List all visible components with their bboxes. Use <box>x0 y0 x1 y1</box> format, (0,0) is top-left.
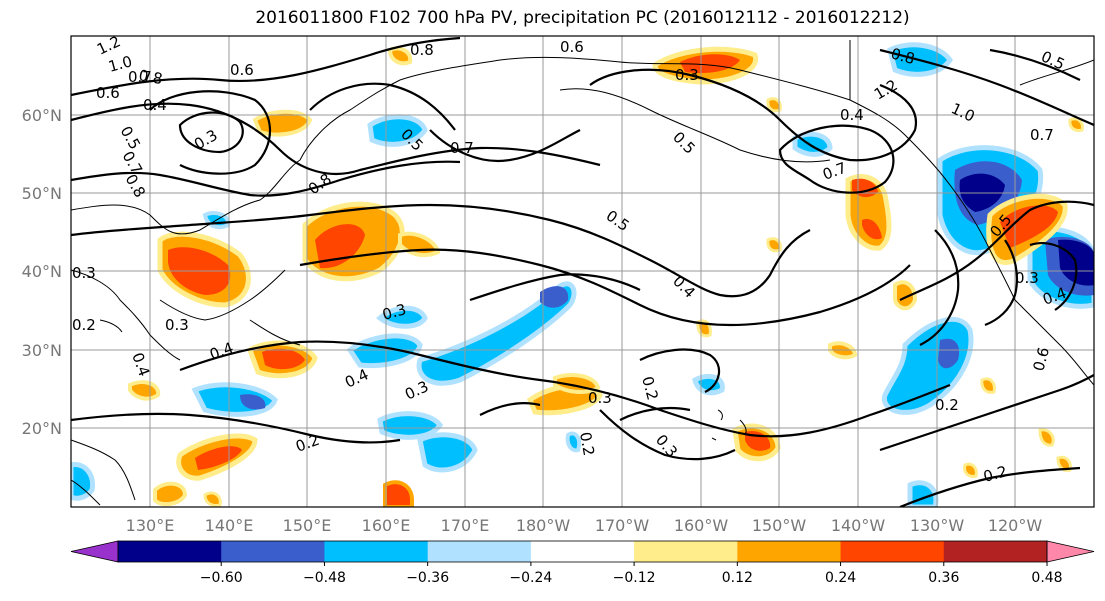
colorbar-extend-min <box>70 540 119 563</box>
contour-label: 0.3 <box>588 389 612 407</box>
colorbar-outline <box>117 540 1048 563</box>
contour-label: 0.3 <box>1015 269 1039 287</box>
lon-label-150w: 150°W <box>752 516 807 535</box>
colorbar-tick-label: 0.36 <box>928 570 959 586</box>
lon-label-130w: 130°W <box>910 516 965 535</box>
colorbar-segment <box>221 541 325 562</box>
contour-label: 0.8 <box>410 41 434 59</box>
lon-label-130e: 130°E <box>126 516 175 535</box>
colorbar-segment <box>427 541 532 562</box>
lon-label-150e: 150°E <box>283 516 332 535</box>
lon-label-160w: 160°W <box>674 516 729 535</box>
contour-label: 0.3 <box>675 66 699 84</box>
colorbar-segment <box>634 541 738 562</box>
colorbar-tick-label: −0.24 <box>509 570 552 586</box>
colorbar-extend-max <box>1046 540 1095 563</box>
contour-label: 0.6 <box>1029 345 1053 373</box>
contour-label: 0.3 <box>72 264 96 282</box>
longitude-labels: 130°E 140°E 150°E 160°E 170°E 180°W 170°… <box>126 516 1043 535</box>
graticule <box>71 36 1094 507</box>
contour-label: 0.2 <box>72 316 96 334</box>
lat-label-50n: 50°N <box>22 184 62 203</box>
contour-label: 0.6 <box>96 84 120 102</box>
contour-label: 0.7 <box>128 68 152 86</box>
contour-label: 0.2 <box>576 431 598 458</box>
colorbar-segment <box>324 541 429 562</box>
contour-label: 0.2 <box>935 396 959 414</box>
contour-label: 0.3 <box>165 316 189 334</box>
map-frame <box>70 35 1095 508</box>
contour-label: 0.7 <box>1030 126 1054 144</box>
colorbar-tick-label: −0.48 <box>303 570 346 586</box>
colorbar-segment <box>530 541 635 562</box>
contour-label: 1.0 <box>106 52 134 76</box>
lon-label-170e: 170°E <box>441 516 490 535</box>
map-title: 2016011800 F102 700 hPa PV, precipitatio… <box>255 8 910 28</box>
contour-label: 0.2 <box>981 462 1009 486</box>
contour-label: 0.3 <box>380 300 408 324</box>
lat-label-30n: 30°N <box>22 341 62 360</box>
contour-label: 0.2 <box>638 374 662 402</box>
lat-label-20n: 20°N <box>22 419 62 438</box>
lon-label-170w: 170°W <box>595 516 650 535</box>
lon-label-140w: 140°W <box>831 516 886 535</box>
colorbar-tick-label: −0.36 <box>406 570 449 586</box>
pv-contours <box>71 36 1094 507</box>
colorbar-segment <box>943 541 1048 562</box>
contour-label: 0.6 <box>560 38 584 56</box>
contour-label: 0.8 <box>889 44 917 68</box>
colorbar: −0.60 −0.48 −0.36 −0.24 −0.12 0.12 0.24 0.36 0.4… <box>70 540 1095 586</box>
contour-label: 0.7 <box>450 139 474 157</box>
contour-label: 0.4 <box>143 96 167 114</box>
lat-label-60n: 60°N <box>22 106 62 125</box>
contour-label: 0.6 <box>230 61 254 79</box>
coastlines <box>71 40 1094 506</box>
contour-label: 0.4 <box>840 106 864 124</box>
lon-label-180w: 180°W <box>516 516 571 535</box>
contour-label: 0.8 <box>137 66 164 88</box>
lon-label-140e: 140°E <box>205 516 254 535</box>
colorbar-segment <box>840 541 945 562</box>
lat-label-40n: 40°N <box>22 262 62 281</box>
lon-label-160e: 160°E <box>362 516 411 535</box>
lon-label-120w: 120°W <box>988 516 1043 535</box>
colorbar-tick-label: 0.48 <box>1031 570 1062 586</box>
colorbar-segment <box>118 541 222 562</box>
colorbar-segment <box>737 541 842 562</box>
colorbar-tick-label: 0.12 <box>722 570 753 586</box>
colorbar-tick-label: 0.24 <box>825 570 856 586</box>
latitude-labels: 60°N 50°N 40°N 30°N 20°N <box>22 106 62 438</box>
colorbar-tick-label: −0.12 <box>613 570 656 586</box>
colorbar-tick-label: −0.60 <box>200 570 243 586</box>
